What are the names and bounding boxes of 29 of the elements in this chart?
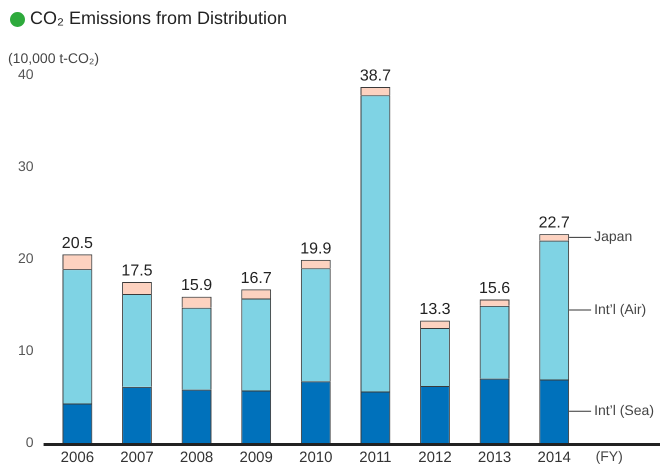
total-label: 17.5 xyxy=(121,262,153,280)
series-label: Int’l (Air) xyxy=(594,300,646,317)
y-tick-label: 30 xyxy=(18,158,34,174)
x-tick-label: 2013 xyxy=(478,449,512,466)
series-label: Int’l (Sea) xyxy=(594,402,654,418)
total-label: 38.7 xyxy=(360,67,392,84)
x-axis-title: (FY) xyxy=(596,448,623,464)
x-tick-label: 2014 xyxy=(538,449,571,466)
total-label: 20.5 xyxy=(62,234,94,252)
y-tick-label: 40 xyxy=(18,66,34,82)
y-tick-label: 20 xyxy=(18,250,34,266)
series-label: Japan xyxy=(594,228,632,244)
total-label: 19.9 xyxy=(300,240,332,258)
x-tick-label: 2008 xyxy=(180,449,214,466)
x-tick-label: 2009 xyxy=(239,449,273,466)
total-label: 15.6 xyxy=(479,280,510,297)
total-label: 13.3 xyxy=(419,301,451,318)
x-tick-label: 2011 xyxy=(359,449,392,466)
total-label: 15.9 xyxy=(181,277,212,294)
total-label: 22.7 xyxy=(538,214,570,232)
y-tick-label: 0 xyxy=(26,434,34,450)
y-tick-label: 10 xyxy=(18,342,34,358)
total-label: 16.7 xyxy=(240,270,272,287)
chart-title: CO₂ Emissions from Distribution xyxy=(30,8,288,29)
x-tick-label: 2006 xyxy=(60,449,94,466)
x-tick-label: 2012 xyxy=(418,449,452,466)
x-tick-label: 2010 xyxy=(299,449,332,466)
x-tick-label: 2007 xyxy=(120,449,154,466)
y-axis-title: (10,000 t-CO₂) xyxy=(8,50,100,66)
